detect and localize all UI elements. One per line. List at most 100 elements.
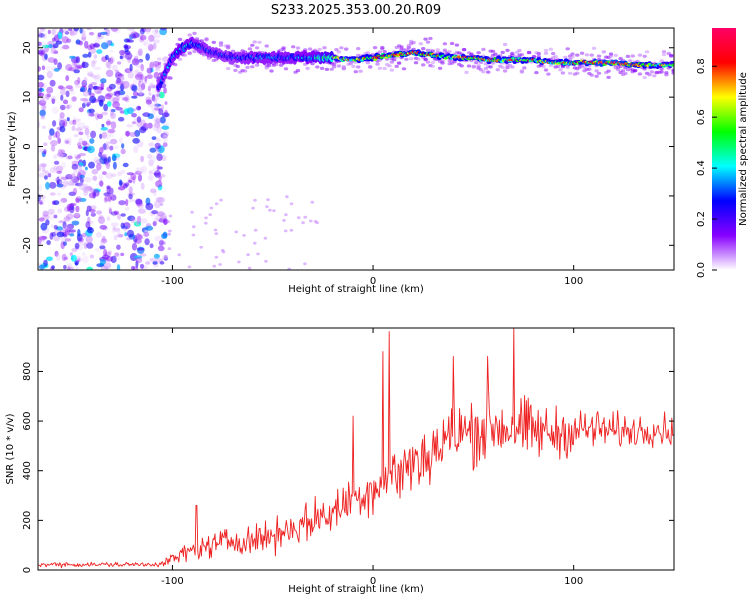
noise-blob	[65, 229, 69, 233]
noise-blob	[138, 76, 144, 83]
noise-blob	[148, 159, 154, 167]
noise-blob	[150, 155, 157, 163]
noise-blob	[38, 120, 41, 129]
noise-blob	[313, 220, 318, 223]
noise-blob	[145, 261, 151, 265]
ridge-halo	[555, 64, 561, 69]
ridge-halo	[245, 65, 250, 69]
noise-blob	[266, 198, 270, 202]
noise-blob	[221, 250, 226, 254]
noise-blob	[264, 259, 268, 263]
noise-blob	[118, 186, 125, 190]
noise-blob	[116, 264, 121, 270]
noise-blob	[151, 210, 159, 215]
ridge-halo	[416, 57, 421, 61]
noise-blob	[136, 116, 142, 123]
snr-panel: -100 0 100 0 200 400 600 800 Height of straigh…	[5, 327, 675, 595]
noise-blob	[303, 262, 307, 266]
noise-blob	[68, 66, 77, 72]
noise-blob	[53, 50, 59, 54]
ridge-halo	[428, 36, 433, 41]
ridge-halo	[601, 50, 606, 54]
noise-blob	[51, 28, 56, 36]
noise-blob	[132, 91, 139, 97]
noise-blob	[153, 115, 161, 124]
noise-blob	[82, 188, 89, 192]
noise-blob	[46, 86, 54, 94]
ridge-halo	[560, 65, 566, 69]
noise-blob	[161, 125, 170, 130]
noise-blob	[65, 85, 73, 90]
noise-blob	[83, 77, 88, 84]
noise-blob	[253, 228, 258, 232]
noise-blob	[123, 222, 131, 230]
noise-blob	[282, 219, 286, 222]
noise-blob	[79, 174, 85, 179]
ridge-halo	[519, 69, 525, 73]
y-tick-label: -10	[22, 188, 33, 204]
noise-blob	[105, 172, 113, 179]
noise-blob	[42, 214, 50, 220]
noise-blob	[40, 99, 48, 103]
noise-blob	[93, 75, 98, 80]
noise-blob	[101, 143, 110, 151]
noise-blob	[69, 30, 75, 36]
noise-blob	[75, 197, 80, 203]
noise-blob	[112, 96, 120, 104]
y-tick-label: 10	[22, 91, 33, 104]
noise-blob	[43, 259, 48, 267]
noise-blob	[92, 175, 98, 181]
ridge-halo	[596, 71, 602, 75]
noise-blob	[246, 253, 250, 257]
noise-blob	[56, 252, 61, 261]
ridge-halo	[625, 54, 631, 59]
noise-blob	[156, 126, 163, 134]
noise-blob	[45, 219, 50, 226]
noise-blob	[62, 224, 68, 232]
noise-blob	[122, 162, 129, 168]
spectrogram-x-label: Height of straight line (km)	[288, 284, 424, 295]
noise-blob	[120, 169, 126, 175]
noise-blob	[49, 192, 56, 196]
noise-blob	[157, 197, 166, 203]
noise-blob	[138, 48, 143, 56]
noise-blob	[82, 186, 91, 193]
noise-blob	[124, 232, 128, 237]
noise-blob	[77, 229, 81, 237]
ridge-halo	[553, 55, 558, 59]
noise-blob	[218, 263, 222, 266]
noise-blob	[75, 56, 81, 64]
y-tick-label: 20	[22, 41, 33, 54]
noise-blob	[125, 52, 133, 60]
ridge-halo	[661, 50, 667, 54]
ridge-halo	[322, 46, 327, 50]
snr-plot-area	[38, 328, 674, 569]
ridge-halo	[517, 48, 522, 53]
noise-blob	[109, 187, 114, 195]
noise-blob	[87, 145, 95, 154]
noise-blob	[101, 153, 108, 159]
noise-blob	[78, 162, 84, 167]
ridge-halo	[247, 47, 253, 51]
noise-blob	[123, 45, 132, 50]
noise-blob	[164, 101, 168, 105]
noise-blob	[156, 211, 165, 217]
noise-blob	[138, 90, 143, 95]
noise-blob	[38, 237, 42, 245]
noise-blob	[64, 30, 70, 35]
noise-blob	[47, 40, 55, 46]
ridge-halo	[254, 46, 260, 50]
noise-blob	[89, 95, 97, 104]
noise-blob	[63, 138, 70, 145]
ridge-halo	[430, 60, 435, 65]
noise-blob	[134, 255, 143, 260]
ridge-halo	[375, 62, 380, 66]
noise-blob	[94, 247, 101, 252]
noise-blob	[78, 197, 87, 202]
ridge-halo	[440, 61, 445, 65]
noise-blob	[73, 69, 80, 74]
noise-blob	[106, 185, 111, 190]
ridge-halo	[587, 67, 592, 71]
ridge-halo	[334, 48, 339, 52]
noise-blob	[135, 77, 140, 81]
